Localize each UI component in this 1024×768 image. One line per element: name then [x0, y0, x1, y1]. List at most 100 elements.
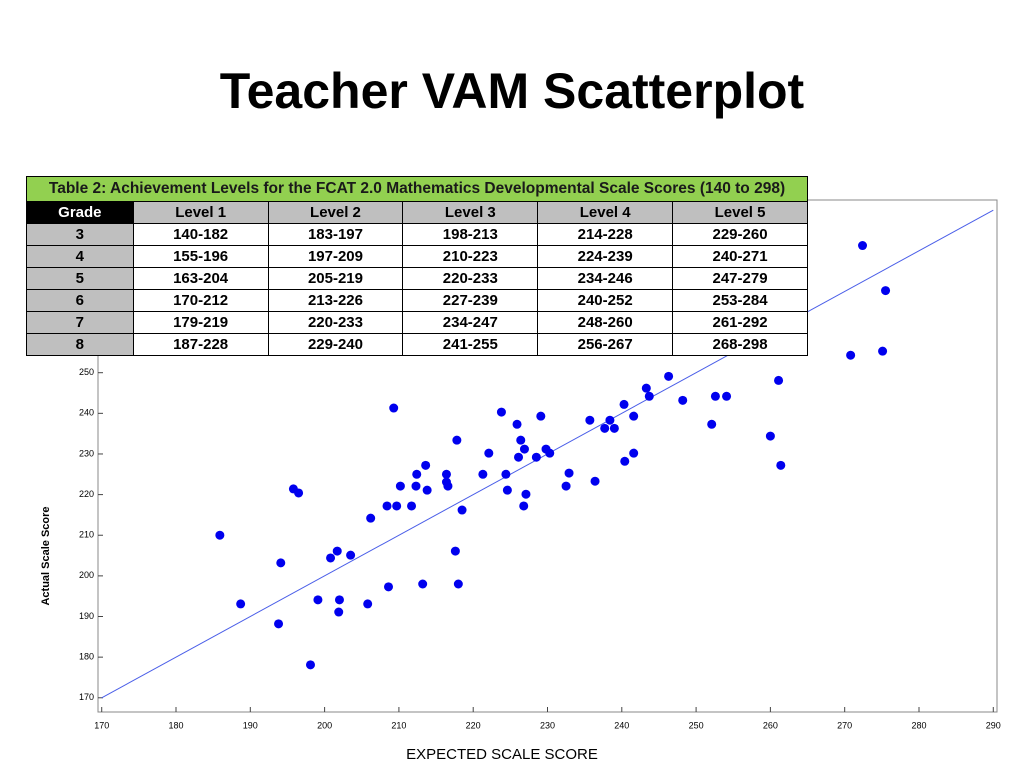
- data-point: [332, 546, 342, 556]
- data-point: [422, 485, 432, 495]
- x-axis-label: EXPECTED SCALE SCORE: [406, 746, 598, 763]
- data-point: [502, 485, 512, 495]
- table-cell: 220-233: [402, 267, 539, 290]
- table-cell: 268-298: [672, 333, 808, 356]
- table-cell: 5: [26, 267, 134, 290]
- data-point: [274, 619, 284, 629]
- table-cell: 227-239: [402, 289, 539, 312]
- data-point: [620, 456, 630, 466]
- data-point: [678, 395, 688, 405]
- table-cell: 183-197: [267, 223, 404, 246]
- header-cell: Grade: [26, 201, 134, 224]
- table-cell: 229-240: [267, 333, 404, 356]
- table-cell: 241-255: [402, 333, 539, 356]
- y-tick-label: 250: [79, 367, 94, 377]
- data-point: [236, 599, 246, 609]
- table-cell: 220-233: [267, 311, 404, 334]
- data-point: [644, 391, 654, 401]
- table-cell: 253-284: [672, 289, 808, 312]
- data-point: [215, 530, 225, 540]
- table-row: 8 187-228 229-240 241-255 256-267 268-298: [26, 333, 808, 356]
- data-point: [363, 599, 373, 609]
- table-cell: 6: [26, 289, 134, 312]
- header-cell: Level 4: [537, 201, 674, 224]
- data-point: [765, 431, 775, 441]
- table-cell: 248-260: [537, 311, 674, 334]
- y-tick-label: 170: [79, 692, 94, 702]
- header-cell: Level 2: [267, 201, 404, 224]
- table-cell: 163-204: [132, 267, 269, 290]
- header-cell: Level 5: [672, 201, 808, 224]
- x-tick-label: 190: [243, 720, 258, 730]
- table-cell: 198-213: [402, 223, 539, 246]
- data-point: [629, 411, 639, 421]
- table-cell: 179-219: [132, 311, 269, 334]
- data-point: [664, 371, 674, 381]
- data-point: [519, 444, 529, 454]
- x-tick-label: 200: [317, 720, 332, 730]
- table-cell: 140-182: [132, 223, 269, 246]
- data-point: [478, 469, 488, 479]
- table-cell: 7: [26, 311, 134, 334]
- table-cell: 3: [26, 223, 134, 246]
- table-row: 5 163-204 205-219 220-233 234-246 247-279: [26, 267, 808, 290]
- table-cell: 234-247: [402, 311, 539, 334]
- data-point: [334, 595, 344, 605]
- x-tick-label: 210: [391, 720, 406, 730]
- x-tick-label: 230: [540, 720, 555, 730]
- data-point: [384, 582, 394, 592]
- data-point: [452, 435, 462, 445]
- data-point: [564, 468, 574, 478]
- data-point: [605, 415, 615, 425]
- y-tick-label: 230: [79, 448, 94, 458]
- data-point: [346, 550, 356, 560]
- y-tick-label: 220: [79, 489, 94, 499]
- data-point: [585, 415, 595, 425]
- y-tick-label: 190: [79, 611, 94, 621]
- table-cell: 229-260: [672, 223, 808, 246]
- slide-title: Teacher VAM Scatterplot: [219, 63, 805, 119]
- table-row: 3 140-182 183-197 198-213 214-228 229-260: [26, 223, 808, 246]
- header-cell: Level 1: [132, 201, 269, 224]
- data-point: [710, 391, 720, 401]
- data-point: [294, 488, 304, 498]
- x-tick-label: 170: [94, 720, 109, 730]
- data-point: [496, 407, 506, 417]
- data-point: [514, 452, 524, 462]
- table-cell: 240-252: [537, 289, 674, 312]
- table-cell: 170-212: [132, 289, 269, 312]
- data-point: [313, 595, 323, 605]
- table-cell: 234-246: [537, 267, 674, 290]
- x-tick-label: 270: [837, 720, 852, 730]
- data-point: [441, 469, 451, 479]
- data-point: [421, 460, 431, 470]
- data-point: [484, 448, 494, 458]
- x-tick-label: 180: [168, 720, 183, 730]
- data-point: [395, 481, 405, 491]
- data-point: [457, 505, 467, 515]
- data-point: [531, 452, 541, 462]
- data-point: [722, 391, 732, 401]
- table-cell: 256-267: [537, 333, 674, 356]
- x-tick-label: 250: [689, 720, 704, 730]
- x-tick-label: 260: [763, 720, 778, 730]
- table-cell: 8: [26, 333, 134, 356]
- data-point: [512, 419, 522, 429]
- table-cell: 197-209: [267, 245, 404, 268]
- x-tick-label: 280: [911, 720, 926, 730]
- table-cell: 205-219: [267, 267, 404, 290]
- data-point: [501, 469, 511, 479]
- data-point: [561, 481, 571, 491]
- data-point: [878, 346, 888, 356]
- data-point: [366, 513, 376, 523]
- table-cell: 224-239: [537, 245, 674, 268]
- data-point: [707, 419, 717, 429]
- data-point: [392, 501, 402, 511]
- x-tick-label: 220: [466, 720, 481, 730]
- data-point: [600, 423, 610, 433]
- y-axis-label: Actual Scale Score: [40, 506, 52, 605]
- data-point: [521, 489, 531, 499]
- table-cell: 187-228: [132, 333, 269, 356]
